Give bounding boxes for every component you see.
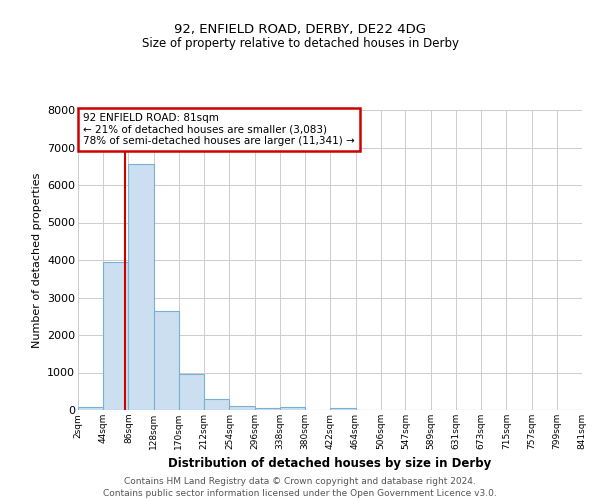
Text: 92 ENFIELD ROAD: 81sqm
← 21% of detached houses are smaller (3,083)
78% of semi-: 92 ENFIELD ROAD: 81sqm ← 21% of detached… bbox=[83, 113, 355, 146]
Bar bbox=[331, 408, 356, 410]
Text: Contains public sector information licensed under the Open Government Licence v3: Contains public sector information licen… bbox=[103, 489, 497, 498]
Y-axis label: Number of detached properties: Number of detached properties bbox=[32, 172, 41, 348]
Bar bbox=[179, 374, 204, 410]
Bar bbox=[254, 408, 280, 410]
Text: Size of property relative to detached houses in Derby: Size of property relative to detached ho… bbox=[142, 38, 458, 51]
Text: Contains HM Land Registry data © Crown copyright and database right 2024.: Contains HM Land Registry data © Crown c… bbox=[124, 478, 476, 486]
X-axis label: Distribution of detached houses by size in Derby: Distribution of detached houses by size … bbox=[169, 458, 491, 470]
Bar bbox=[103, 262, 128, 410]
Bar bbox=[154, 310, 179, 410]
Bar bbox=[128, 164, 154, 410]
Text: 92, ENFIELD ROAD, DERBY, DE22 4DG: 92, ENFIELD ROAD, DERBY, DE22 4DG bbox=[174, 22, 426, 36]
Bar bbox=[204, 399, 229, 410]
Bar bbox=[229, 406, 254, 410]
Bar bbox=[280, 407, 305, 410]
Bar bbox=[78, 408, 103, 410]
